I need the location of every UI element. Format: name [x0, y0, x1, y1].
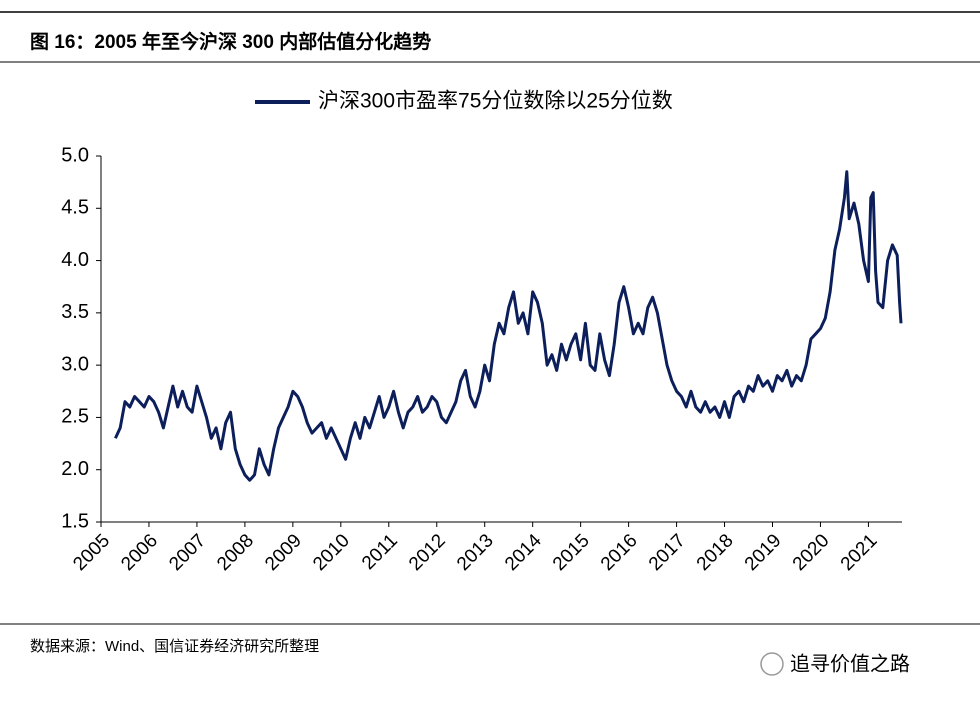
x-tick-label: 2010	[309, 530, 354, 575]
x-tick-label: 2021	[837, 530, 882, 575]
chart-title: 图 16：2005 年至今沪深 300 内部估值分化趋势	[30, 30, 431, 53]
source-note: 数据来源：Wind、国信证券经济研究所整理	[30, 638, 319, 655]
legend-label: 沪深300市盈率75分位数除以25分位数	[318, 90, 673, 113]
watermark-icon	[760, 652, 784, 676]
y-tick-label: 4.5	[61, 197, 89, 219]
x-tick-label: 2017	[645, 530, 690, 575]
y-tick-label: 3.0	[61, 353, 89, 375]
x-tick-label: 2006	[117, 530, 162, 575]
x-tick-label: 2008	[213, 530, 258, 575]
x-tick-label: 2019	[741, 530, 786, 575]
x-tick-label: 2020	[789, 530, 834, 575]
y-tick-label: 2.0	[61, 458, 89, 480]
x-tick-label: 2012	[405, 530, 450, 575]
x-tick-label: 2016	[597, 530, 642, 575]
y-tick-label: 3.5	[61, 301, 89, 323]
x-tick-label: 2014	[501, 530, 546, 575]
x-tick-label: 2005	[69, 530, 114, 575]
x-tick-label: 2009	[261, 530, 306, 575]
y-tick-label: 5.0	[61, 144, 89, 166]
watermark: 追寻价值之路	[790, 652, 910, 675]
x-tick-label: 2015	[549, 530, 594, 575]
x-tick-label: 2018	[693, 530, 738, 575]
x-tick-label: 2013	[453, 530, 498, 575]
x-tick-label: 2011	[358, 530, 402, 574]
y-tick-label: 1.5	[61, 510, 89, 532]
y-tick-label: 4.0	[61, 249, 89, 271]
data-line	[114, 170, 903, 482]
y-tick-label: 2.5	[61, 406, 89, 428]
x-tick-label: 2007	[165, 530, 210, 575]
